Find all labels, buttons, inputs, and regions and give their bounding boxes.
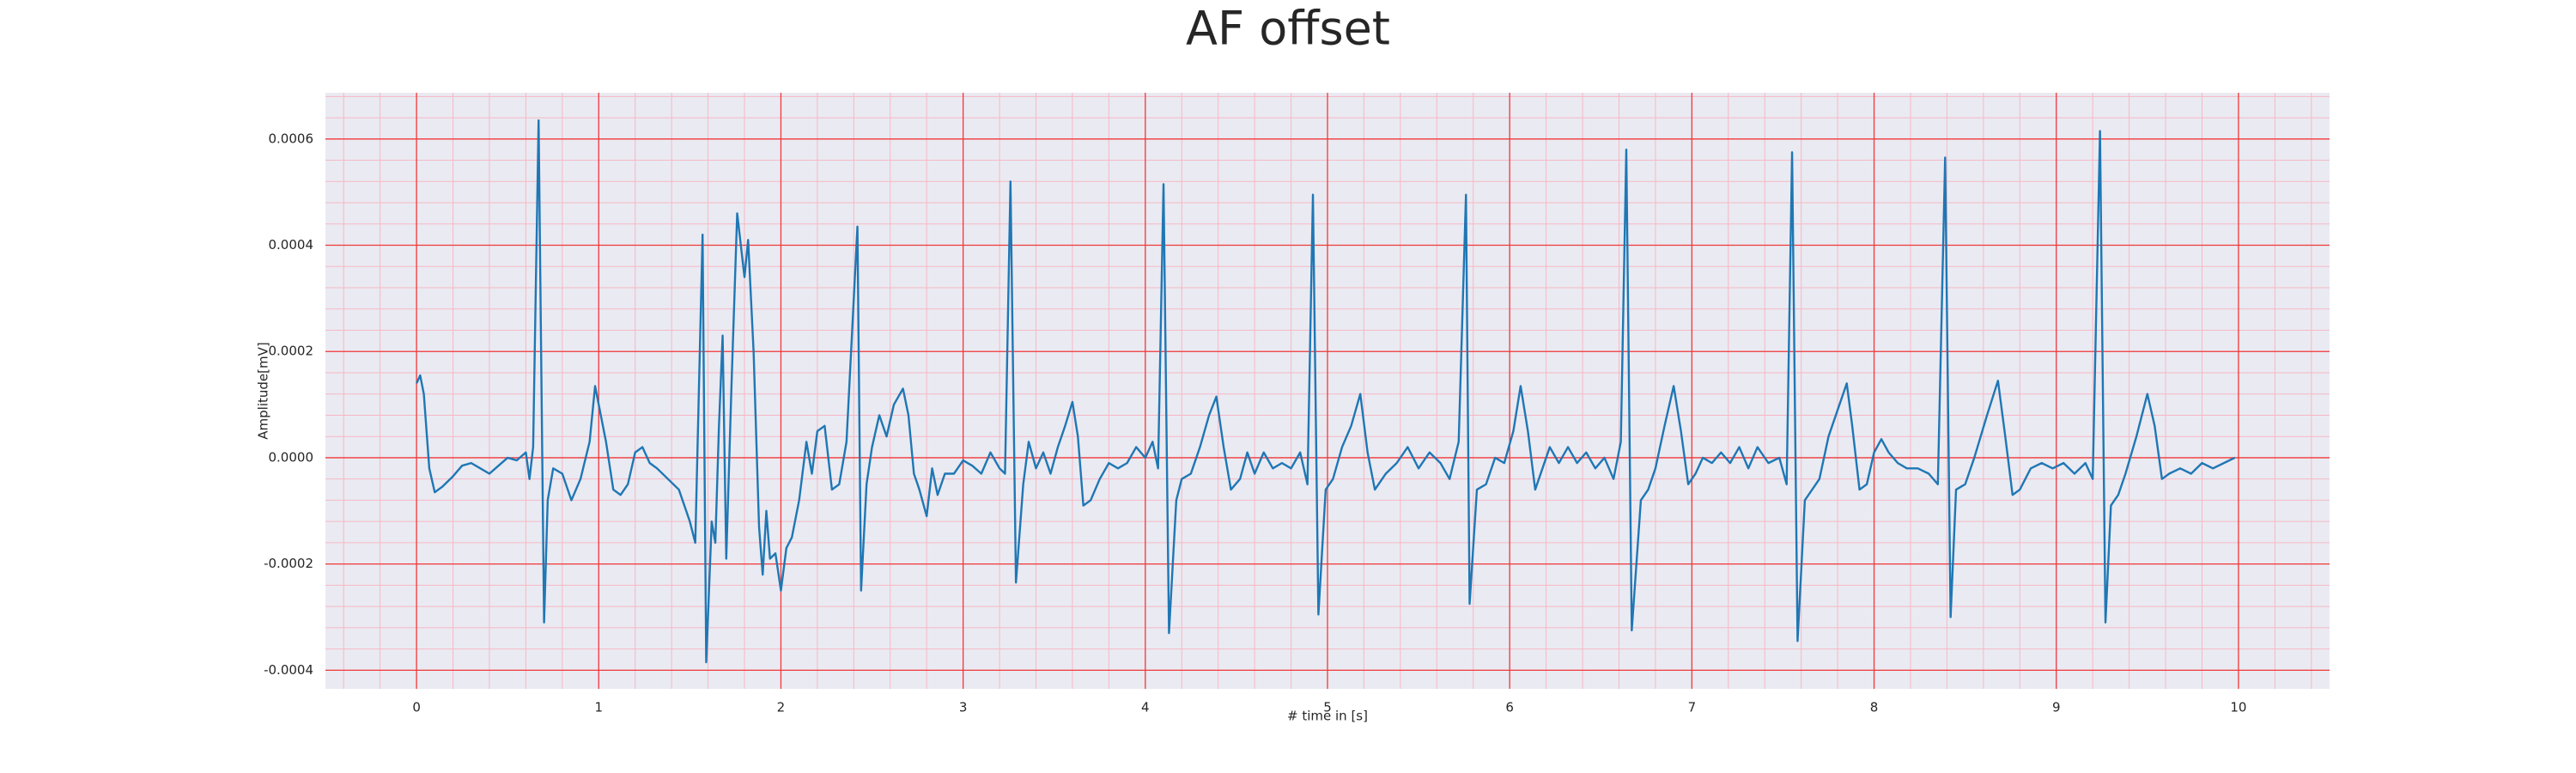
signal-line: [415, 119, 2236, 664]
y-tick-label: 0.0004: [269, 237, 314, 253]
x-tick-label: 2: [777, 700, 786, 715]
x-tick-label: 8: [1870, 700, 1879, 715]
x-tick-label: 4: [1141, 700, 1150, 715]
x-axis-label: # time in [s]: [1287, 709, 1368, 724]
x-tick-label: 5: [1323, 700, 1332, 715]
y-tick-label: 0.0000: [269, 449, 314, 465]
x-tick-label: 10: [2230, 700, 2246, 715]
y-axis-label: Amplitude[mV]: [256, 342, 271, 439]
y-tick-label: 0.0006: [269, 131, 314, 146]
x-tick-label: 1: [594, 700, 603, 715]
x-tick-label: 7: [1688, 700, 1697, 715]
chart-title: AF offset: [1186, 2, 1390, 56]
y-tick-label: 0.0002: [269, 344, 314, 359]
plot-area: [325, 93, 2330, 689]
y-tick-label: -0.0002: [264, 556, 313, 571]
x-tick-label: 9: [2052, 700, 2061, 715]
x-tick-label: 3: [959, 700, 968, 715]
x-tick-label: 6: [1505, 700, 1514, 715]
x-tick-label: 0: [412, 700, 421, 715]
y-tick-label: -0.0004: [264, 662, 313, 678]
